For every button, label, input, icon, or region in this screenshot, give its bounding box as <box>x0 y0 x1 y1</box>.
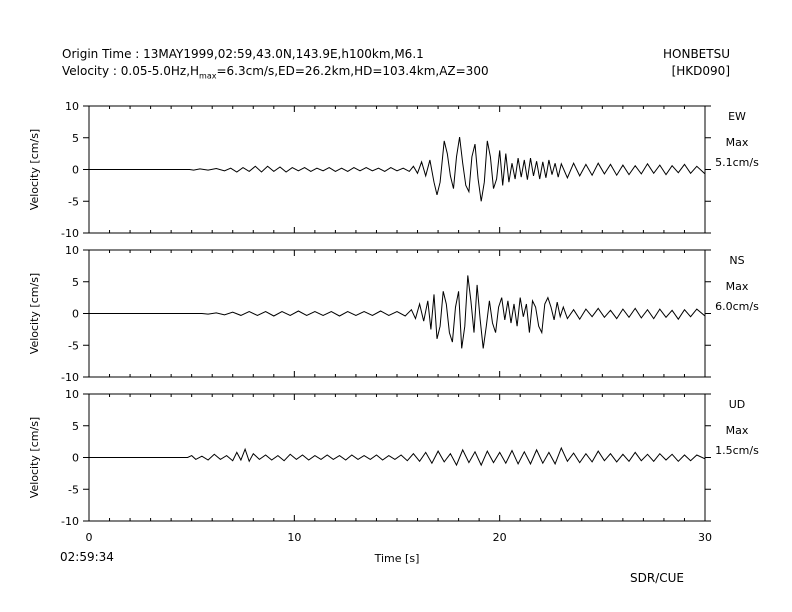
max-value: 6.0cm/s <box>715 300 759 313</box>
max-label: Max <box>726 424 749 437</box>
trace-ew <box>89 137 706 202</box>
y-tick-label: 10 <box>65 244 79 257</box>
y-tick-label: 5 <box>72 420 79 433</box>
max-label: Max <box>726 280 749 293</box>
station-name: HONBETSU <box>663 47 730 61</box>
station-code: [HKD090] <box>671 64 730 78</box>
y-axis-label: Velocity [cm/s] <box>28 273 41 354</box>
trace-ns <box>89 275 706 349</box>
y-tick-label: 0 <box>72 452 79 465</box>
x-tick-label: 10 <box>287 531 301 544</box>
y-tick-label: 10 <box>65 100 79 113</box>
y-tick-label: 5 <box>72 276 79 289</box>
x-axis-label: Time [s] <box>374 552 420 565</box>
y-tick-label: -10 <box>61 227 79 240</box>
y-tick-label: 0 <box>72 308 79 321</box>
y-tick-label: -10 <box>61 371 79 384</box>
credit-label: SDR/CUE <box>630 571 684 585</box>
x-tick-label: 20 <box>493 531 507 544</box>
series-name: UD <box>729 398 746 411</box>
x-tick-label: 30 <box>698 531 712 544</box>
subtitle-sub: max <box>199 71 217 81</box>
velocity-subtitle: Velocity : 0.05-5.0Hz,Hmax=6.3cm/s,ED=26… <box>62 64 489 80</box>
max-value: 1.5cm/s <box>715 444 759 457</box>
y-tick-label: 0 <box>72 164 79 177</box>
max-value: 5.1cm/s <box>715 156 759 169</box>
x-tick-label: 0 <box>86 531 93 544</box>
time-origin-label: 02:59:34 <box>60 550 114 564</box>
trace-ud <box>89 446 706 467</box>
y-tick-label: -5 <box>68 195 79 208</box>
max-label: Max <box>726 136 749 149</box>
y-axis-label: Velocity [cm/s] <box>28 417 41 498</box>
subtitle-suffix: =6.3cm/s,ED=26.2km,HD=103.4km,AZ=300 <box>216 64 489 78</box>
series-name: NS <box>729 254 744 267</box>
y-tick-label: -5 <box>68 483 79 496</box>
series-name: EW <box>728 110 746 123</box>
y-tick-label: -10 <box>61 515 79 528</box>
y-axis-label: Velocity [cm/s] <box>28 129 41 210</box>
origin-time-title: Origin Time : 13MAY1999,02:59,43.0N,143.… <box>62 47 424 61</box>
y-tick-label: -5 <box>68 339 79 352</box>
y-tick-label: 5 <box>72 132 79 145</box>
y-tick-label: 10 <box>65 388 79 401</box>
subtitle-prefix: Velocity : 0.05-5.0Hz,H <box>62 64 200 78</box>
